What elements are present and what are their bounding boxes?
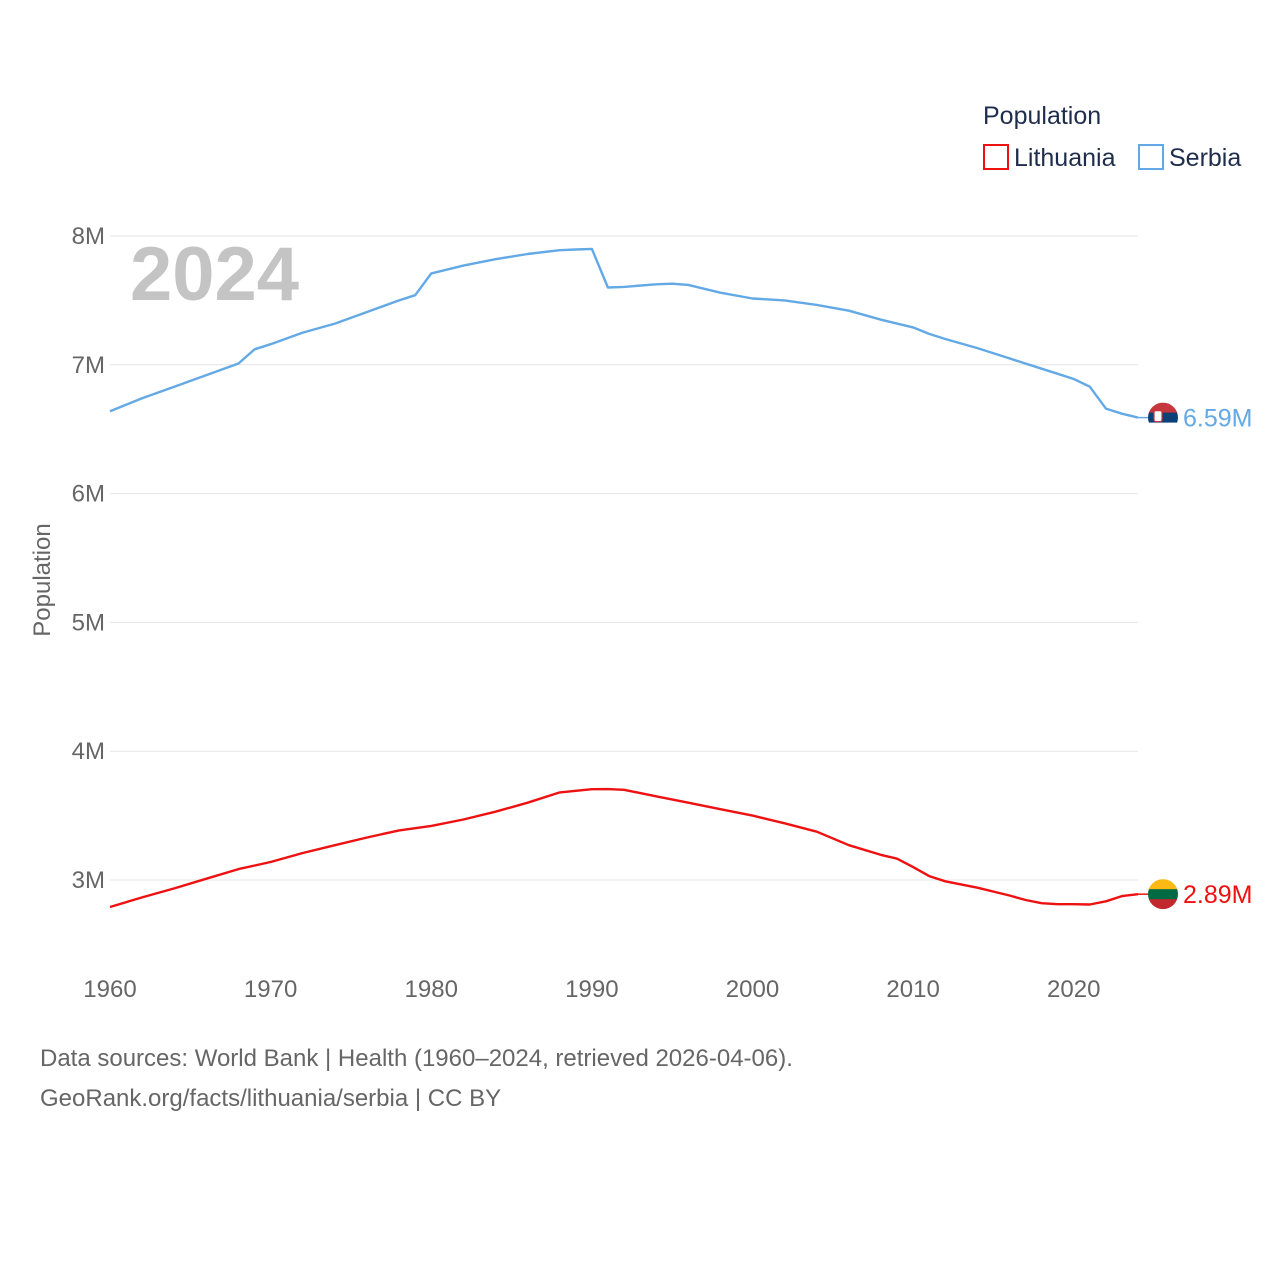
legend-label-serbia: Serbia: [1169, 144, 1241, 172]
y-tick-label: 4M: [72, 738, 105, 765]
y-tick-label: 8M: [72, 223, 105, 250]
y-tick-label: 5M: [72, 609, 105, 636]
end-value-label-lithuania: 2.89M: [1183, 881, 1252, 909]
serbia-flag-icon: [1148, 402, 1178, 433]
y-axis-ticks: 3M 4M 5M 6M 7M 8M: [72, 223, 105, 894]
series-line-serbia[interactable]: [109, 247, 1139, 419]
series-line-lithuania[interactable]: [109, 787, 1139, 909]
y-axis-label: Population: [29, 523, 56, 636]
legend-item-serbia[interactable]: Serbia: [1138, 144, 1241, 172]
legend: Population Lithuania Serbia: [983, 102, 1241, 172]
x-tick-label: 1960: [83, 976, 136, 1003]
footer-sources: Data sources: World Bank | Health (1960–…: [40, 1045, 793, 1072]
legend-item-lithuania[interactable]: Lithuania: [983, 144, 1116, 172]
series-end-markers: 2.89M 6.59M: [1138, 402, 1252, 910]
current-year-label: 2024: [130, 232, 299, 317]
x-tick-label: 2020: [1047, 976, 1100, 1003]
x-tick-label: 2000: [726, 976, 779, 1003]
x-tick-label: 2010: [886, 976, 939, 1003]
x-tick-label: 1990: [565, 976, 618, 1003]
legend-title: Population: [983, 102, 1101, 130]
y-tick-label: 6M: [72, 481, 105, 508]
footer-link[interactable]: GeoRank.org/facts/lithuania/serbia | CC …: [40, 1085, 502, 1112]
end-value-label-serbia: 6.59M: [1183, 405, 1252, 433]
x-axis-ticks: 1960 1970 1980 1990 2000 2010 2020: [83, 976, 1100, 1003]
legend-swatch-lithuania: [983, 144, 1009, 170]
x-tick-label: 1980: [405, 976, 458, 1003]
y-tick-label: 3M: [72, 867, 105, 894]
x-tick-label: 1970: [244, 976, 297, 1003]
y-tick-label: 7M: [72, 352, 105, 379]
grid-lines: [110, 235, 1138, 881]
lithuania-flag-icon: [1148, 879, 1178, 910]
legend-swatch-serbia: [1138, 144, 1164, 170]
series-lines: [109, 247, 1139, 909]
legend-label-lithuania: Lithuania: [1014, 144, 1116, 172]
